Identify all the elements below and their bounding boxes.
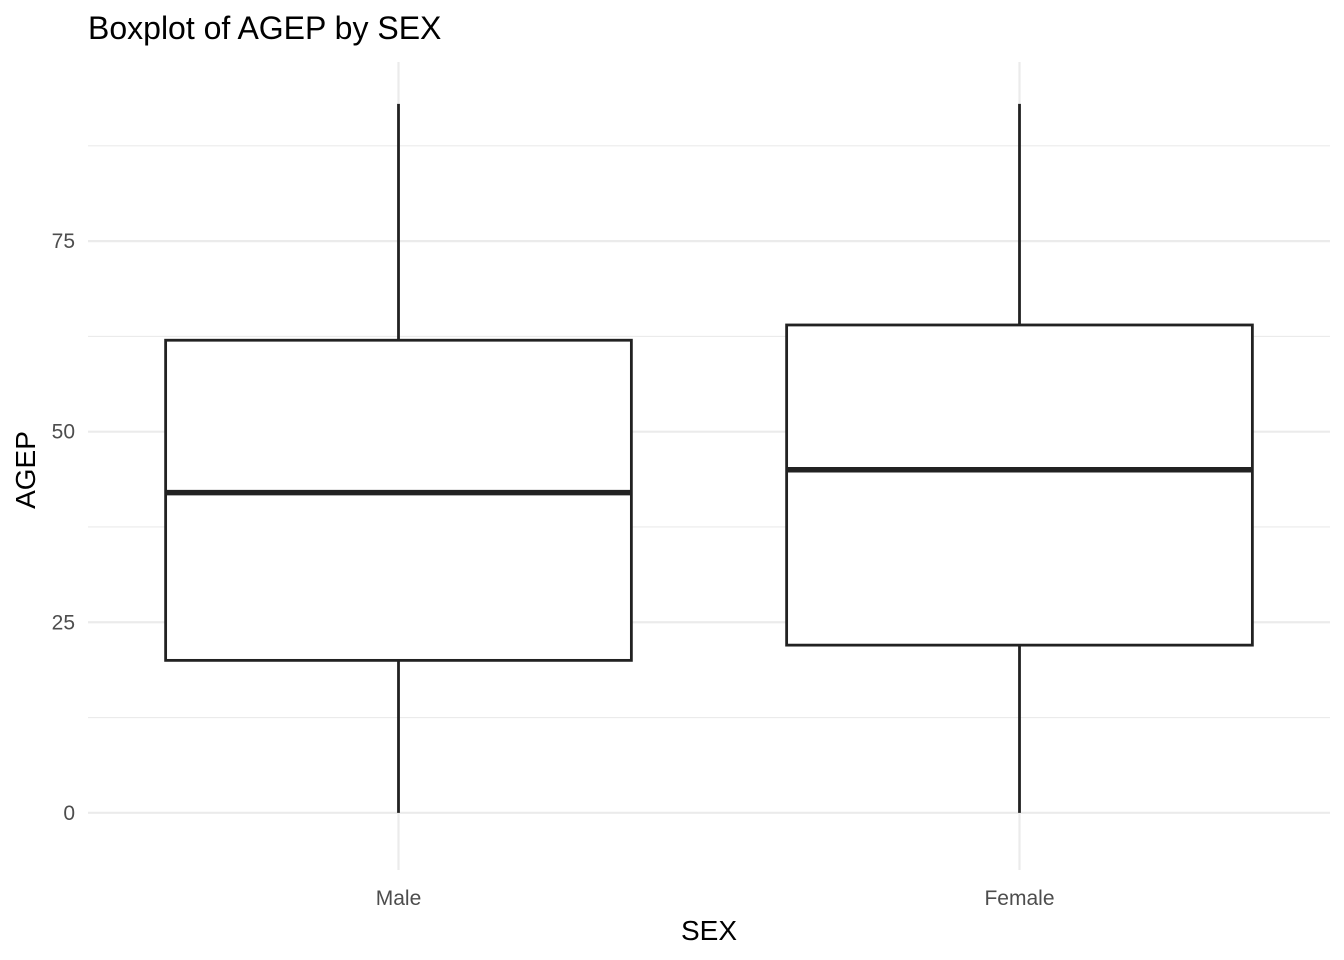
y-tick-label: 75 <box>52 230 75 253</box>
y-axis-title: AGEP <box>10 431 41 509</box>
x-axis-title: SEX <box>681 915 737 946</box>
y-axis-ticks: 0 25 50 75 <box>52 230 75 825</box>
x-axis-ticks: Male Female <box>376 887 1055 910</box>
y-tick-label: 25 <box>52 611 75 634</box>
box-male <box>164 338 633 662</box>
x-tick-label: Male <box>376 887 422 910</box>
chart-title: Boxplot of AGEP by SEX <box>88 10 441 46</box>
box-female <box>785 323 1254 647</box>
y-tick-label: 50 <box>52 421 75 444</box>
plot-marks <box>164 103 1254 813</box>
y-tick-label: 0 <box>63 802 75 825</box>
x-tick-label: Female <box>984 887 1054 910</box>
